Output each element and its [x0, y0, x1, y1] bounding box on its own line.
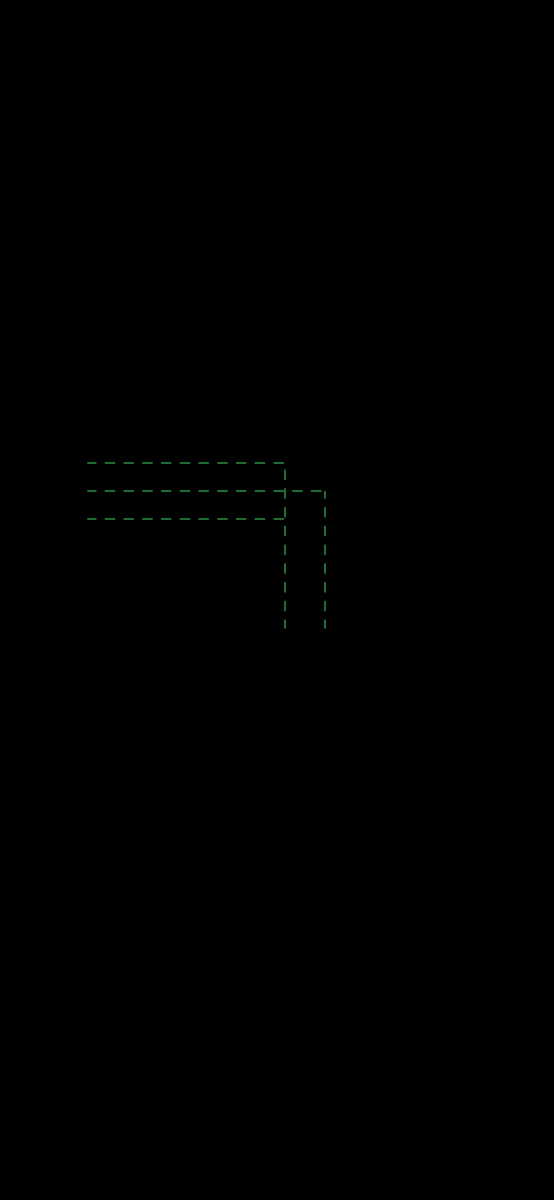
Text: S: S	[470, 386, 479, 401]
Text: 10: 10	[58, 485, 74, 498]
Text: (iv): (iv)	[45, 1014, 71, 1028]
Text: Qua: Qua	[450, 644, 479, 658]
Text: Price: Price	[70, 329, 104, 342]
Text: 18: 18	[58, 373, 74, 386]
Text: (v): (v)	[45, 1091, 67, 1106]
Text: the supply curve before tax and Sᵀ is the supply: the supply curve before tax and Sᵀ is th…	[45, 210, 432, 226]
Text: Indicate:: Indicate:	[45, 710, 115, 726]
Text: (iii): (iii)	[45, 936, 71, 952]
Text: (i): (i)	[45, 781, 62, 797]
Text: curve after the tax.: curve after the tax.	[45, 256, 201, 271]
Text: cigarettes. Use the diagram below to answer the: cigarettes. Use the diagram below to ans…	[45, 119, 438, 134]
Text: (ii): (ii)	[45, 859, 66, 874]
Text: 7: 7	[66, 526, 74, 539]
Text: 12: 12	[58, 456, 74, 469]
Text: 10: 10	[278, 644, 293, 656]
Text: Sᵀ: Sᵀ	[365, 328, 379, 342]
Text: 8: 8	[66, 512, 74, 526]
Text: .: .	[402, 662, 408, 678]
Text: without the tax: without the tax	[317, 662, 456, 678]
Text: Price paid by consumers: Price paid by consumers	[134, 781, 331, 797]
Text: (a) For the market for cigarettes: (a) For the market for cigarettes	[45, 662, 309, 678]
Text: 3: 3	[66, 582, 74, 595]
Text: Price paid by producers: Price paid by producers	[134, 859, 324, 874]
Text: Quantity of cigarettes sold: Quantity of cigarettes sold	[134, 936, 347, 952]
Text: Suppose that the government imposes a tax on: Suppose that the government imposes a ta…	[45, 73, 429, 89]
Text: questions. D is the demand curve before tax, S is: questions. D is the demand curve before …	[45, 164, 442, 180]
Text: D: D	[431, 581, 442, 595]
Text: Buyer’s reservation price: Buyer’s reservation price	[134, 1014, 336, 1028]
Text: 12: 12	[317, 644, 333, 656]
Text: Seller’s reservation price: Seller’s reservation price	[134, 1091, 335, 1106]
